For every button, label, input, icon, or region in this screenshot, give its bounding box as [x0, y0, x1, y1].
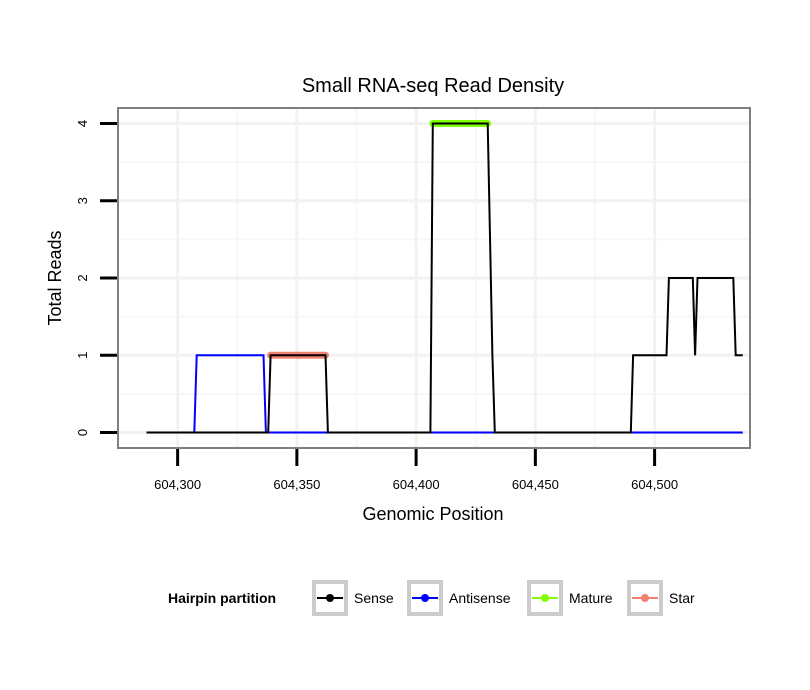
x-axis: 604,300 604,350 604,400 604,450 604,500 [154, 449, 678, 492]
series-sense-line [146, 122, 743, 434]
x-tick-label: 604,400 [393, 477, 440, 492]
y-tick-label: 2 [75, 274, 90, 281]
legend-title: Hairpin partition [168, 590, 276, 606]
plot-frame [117, 107, 751, 449]
x-tick-label: 604,350 [273, 477, 320, 492]
y-axis: 0 1 2 3 4 [75, 120, 117, 436]
legend-label-antisense: Antisense [449, 590, 511, 606]
legend-key-sense-point [326, 594, 334, 602]
y-tick-label: 0 [75, 429, 90, 436]
grid-major [118, 108, 750, 448]
legend-key-star-point [641, 594, 649, 602]
legend-label-star: Star [669, 590, 695, 606]
y-tick-label: 1 [75, 352, 90, 359]
y-tick-label: 3 [75, 197, 90, 204]
x-axis-title: Genomic Position [362, 504, 503, 524]
x-tick-label: 604,500 [631, 477, 678, 492]
legend: Hairpin partition Sense Antisense Mature St… [168, 580, 695, 616]
series-layer [146, 119, 743, 434]
legend-label-mature: Mature [569, 590, 613, 606]
legend-key-mature-point [541, 594, 549, 602]
x-tick-label: 604,450 [512, 477, 559, 492]
y-tick-label: 4 [75, 120, 90, 127]
x-tick-label: 604,300 [154, 477, 201, 492]
y-axis-title: Total Reads [45, 230, 65, 325]
legend-label-sense: Sense [354, 590, 394, 606]
legend-key-antisense-point [421, 594, 429, 602]
chart-title: Small RNA-seq Read Density [302, 75, 564, 97]
